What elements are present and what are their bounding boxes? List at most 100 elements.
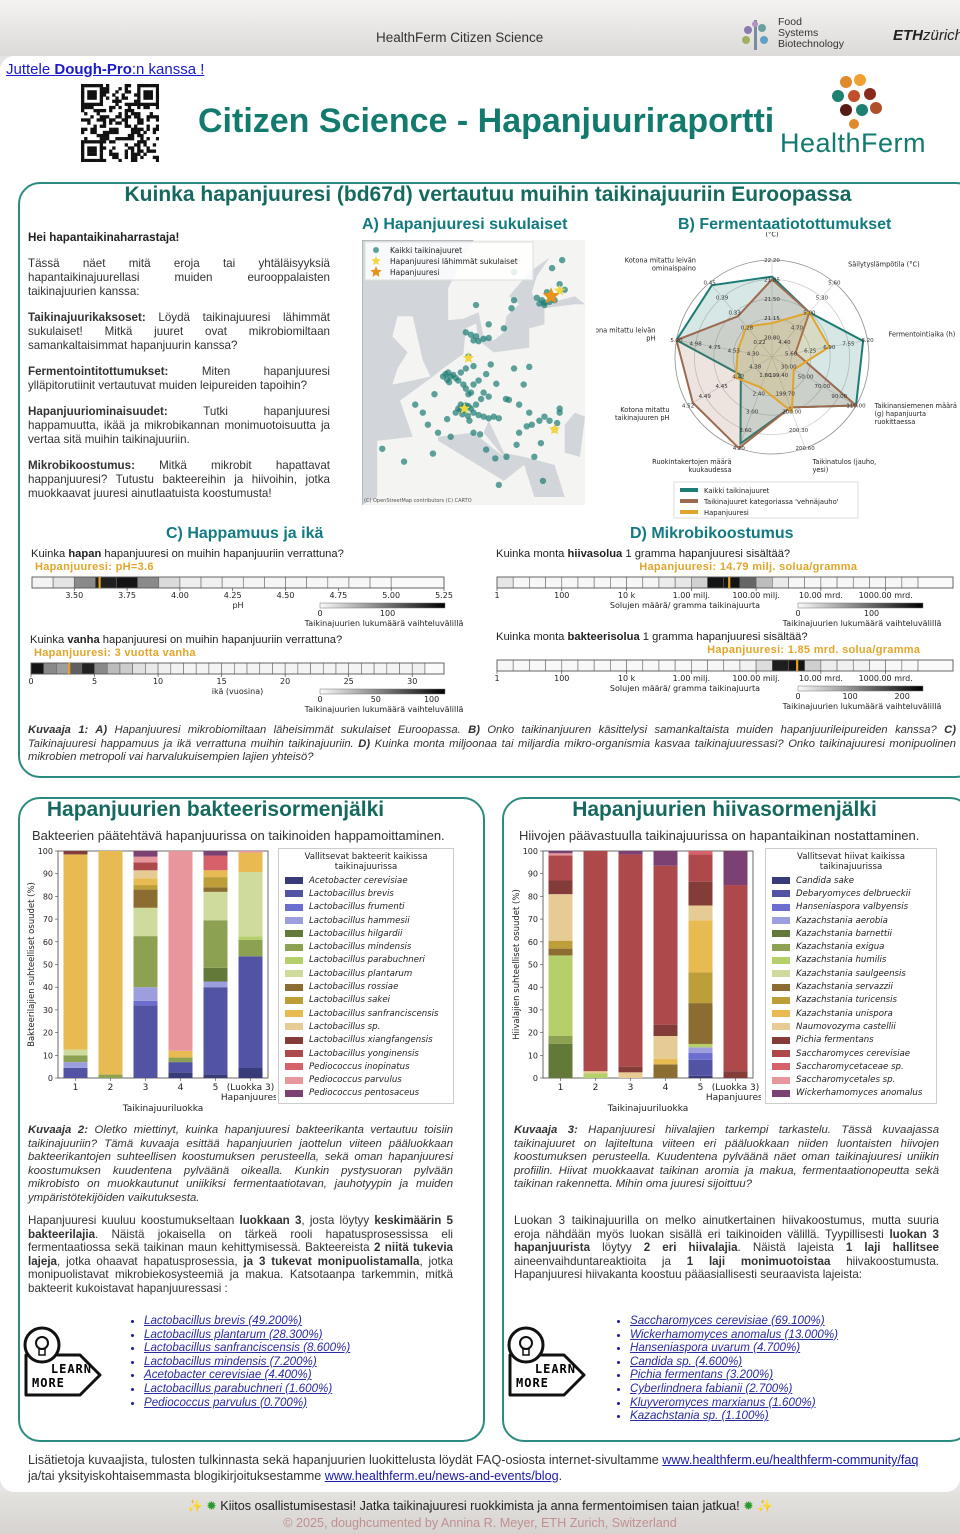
qr-module <box>146 102 150 107</box>
qr-module <box>118 137 122 141</box>
yeast-section-title: Hapanjuurien hiivasormenjälki <box>572 798 877 821</box>
qr-module <box>118 115 122 119</box>
chat-dough-pro-link[interactable]: Juttele Dough-Pro:n kanssa ! <box>6 61 204 78</box>
species-link[interactable]: Lactobacillus sanfranciscensis (8.600%) <box>144 1341 351 1355</box>
species-link[interactable]: Kluyveromyces marxianus (1.600%) <box>630 1395 816 1409</box>
radar-tick-label: 0.22 <box>753 340 765 346</box>
legend-item: Kazachstania servazzii <box>772 980 930 993</box>
blog-link[interactable]: www.healthferm.eu/news-and-events/blog <box>324 1469 559 1483</box>
map-point-sourdough <box>541 413 548 420</box>
caption-label: Kuvaaja 2: <box>28 1124 88 1136</box>
radar-legend <box>673 481 859 519</box>
legend-label: Pediococcus inopinatus <box>309 1061 410 1072</box>
faq-link[interactable]: www.healthferm.eu/healthferm-community/f… <box>662 1453 919 1467</box>
legend-label: Lactobacillus hammesii <box>309 915 410 926</box>
legend-label: Lactobacillus parabuchneri <box>309 955 425 966</box>
qr-module <box>93 96 97 100</box>
species-link[interactable]: Kazachstania sp. (1.100%) <box>630 1409 769 1423</box>
tick-label: 1.00 milj. <box>673 591 710 600</box>
map-point-sourdough <box>443 415 451 423</box>
species-link[interactable]: Wickerhamomyces anomalus (13.000%) <box>630 1327 839 1341</box>
species-link[interactable]: Pichia fermentans (3.200%) <box>630 1368 774 1382</box>
map-point-sourdough <box>523 423 530 430</box>
bar-segment <box>618 1072 643 1078</box>
qr-module <box>90 93 94 97</box>
qr-module <box>137 93 141 97</box>
radar-tick-label: 4.75 <box>709 345 722 351</box>
qr-module <box>93 108 97 113</box>
map-point-sourdough <box>472 301 480 309</box>
map-point-sourdough <box>536 417 543 424</box>
species-link[interactable]: Pediococcus parvulus (0.700%) <box>144 1395 308 1409</box>
intro-term: Taikinajuurikaksoset: <box>28 311 146 324</box>
species-link[interactable]: Lactobacillus plantarum (28.300%) <box>144 1327 323 1341</box>
map-point-sourdough <box>431 390 438 398</box>
species-item: Kazachstania sp. (1.100%) <box>630 1409 934 1423</box>
qr-module <box>140 84 144 88</box>
strip-bin <box>674 659 692 672</box>
species-link[interactable]: Hanseniaspora uvarum (4.700%) <box>630 1341 801 1355</box>
qr-module <box>137 90 141 94</box>
qr-module <box>90 146 94 150</box>
species-link[interactable]: Saccharomyces cerevisiae (69.100%) <box>630 1314 825 1327</box>
bar-segment <box>238 851 263 853</box>
question-part: Kuinka monta <box>496 548 568 560</box>
qr-module <box>118 87 122 91</box>
yeast-subtitle: Hiivojen päävastuulla taikinajuurissa on… <box>519 828 920 843</box>
map-point-sourdough <box>515 429 523 436</box>
bar-segment <box>688 920 713 973</box>
learn-more-button[interactable]: LEARN MORE <box>22 1325 106 1402</box>
y-tick-label: 80 <box>528 892 538 901</box>
qr-module <box>149 149 153 153</box>
yeast-count-strip: Kuinka monta hiivasolua 1 gramma hapanju… <box>480 546 960 632</box>
strip-bin <box>529 576 546 589</box>
qr-module <box>99 102 104 107</box>
relatives-map[interactable]: Kaikki taikinajuuret Hapanjuuresi lähimmä… <box>362 240 585 505</box>
bar-segment <box>203 967 228 982</box>
map-point-sourdough <box>459 411 466 418</box>
qr-module <box>134 124 138 128</box>
species-link[interactable]: Cyberlindnera fabianii (2.700%) <box>630 1381 793 1395</box>
species-link[interactable]: Lactobacillus mindensis (7.200%) <box>144 1354 317 1368</box>
species-link[interactable]: Candida sp. (4.600%) <box>630 1354 743 1368</box>
bar-segment <box>688 1043 713 1048</box>
map-point-sourdough <box>480 413 487 420</box>
map-point-sourdough <box>470 409 477 416</box>
emphasis: 1 laji monimuotoistaa <box>686 1254 831 1268</box>
radar-tick-label: 22.20 <box>764 258 780 264</box>
tick-label: 100 <box>554 674 569 683</box>
bar-segment <box>238 936 263 940</box>
strip-bin <box>31 576 54 589</box>
legend-swatch <box>285 903 303 911</box>
tick-label: 1.00 milj. <box>673 674 710 683</box>
qr-module <box>121 93 125 97</box>
species-link[interactable]: Acetobacter cerevisiae (4.400%) <box>144 1368 312 1382</box>
qr-module <box>127 115 132 119</box>
strip-bin <box>242 576 265 589</box>
your-value-label: Hapanjuuresi: 14.79 milj. solua/gramma <box>639 561 858 573</box>
thanks-text: Kiitos osallistumisestasi! Jatka taikina… <box>220 1499 740 1513</box>
species-link[interactable]: Lactobacillus parabuchneri (1.600%) <box>144 1381 333 1395</box>
yeast-legend: Vallitsevat hiivat kaikissa taikinajuuri… <box>765 848 937 1104</box>
legend-swatch <box>285 1076 303 1084</box>
legend-item: Wickerhamomyces anomalus <box>772 1087 930 1100</box>
qr-module <box>118 158 122 162</box>
species-link[interactable]: Lactobacillus brevis (49.200%) <box>144 1314 302 1327</box>
qr-module <box>155 102 159 107</box>
your-value-label: Hapanjuuresi: 1.85 mrd. solua/gramma <box>707 644 921 656</box>
map-point-sourdough <box>500 325 508 332</box>
qr-module <box>155 127 159 131</box>
qr-module <box>127 133 132 138</box>
legend-label: Kazachstania unispora <box>796 1008 893 1019</box>
x-tick-label: 2 <box>593 1083 599 1093</box>
radar-tick-label: 199.40 <box>769 373 789 379</box>
legend-item: Lactobacillus xiangfangensis <box>285 1034 447 1047</box>
qr-code-icon[interactable] <box>81 84 159 162</box>
tick-label: 3.50 <box>65 591 83 600</box>
radar-tick-label: 4.70 <box>791 325 804 331</box>
learn-more-button[interactable]: LEARN MORE <box>506 1325 590 1402</box>
qr-module <box>112 105 116 110</box>
bar-segment <box>203 987 228 1075</box>
qr-module <box>87 152 91 156</box>
caption-a-text: Hapanjuuresi mikrobiomiltaan läheisimmät… <box>107 724 469 736</box>
